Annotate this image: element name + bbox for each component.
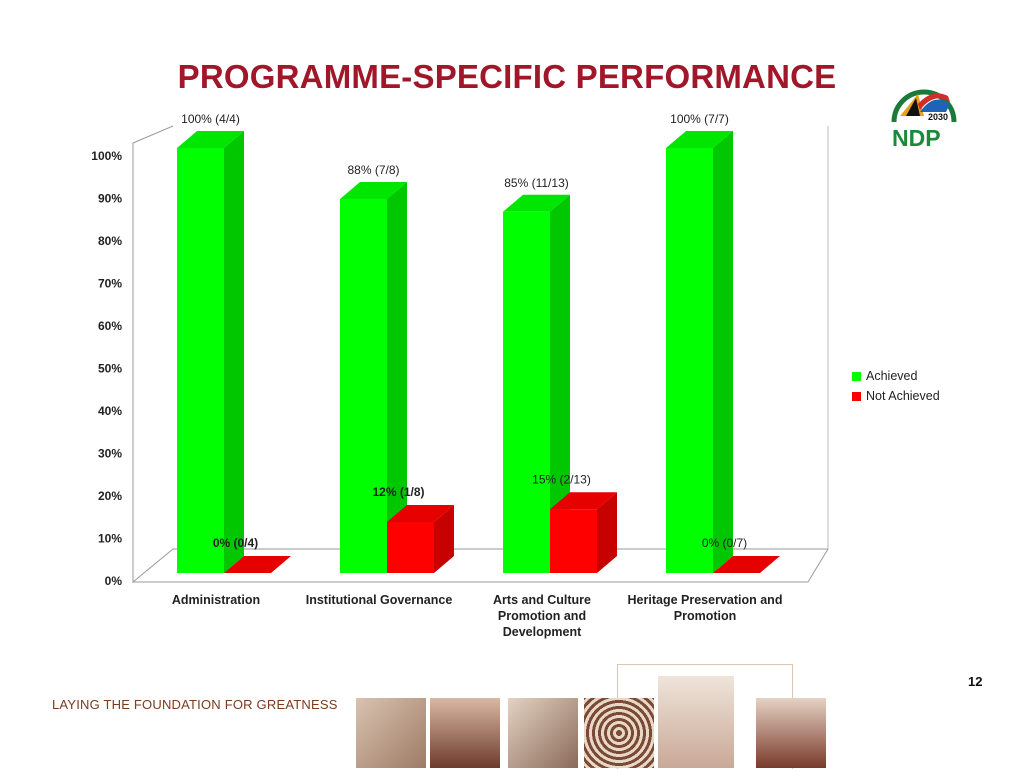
achieved-bar	[340, 199, 387, 573]
slide-title: PROGRAMME-SPECIFIC PERFORMANCE	[177, 58, 837, 95]
page-number: 12	[968, 674, 983, 689]
not-achieved-bar-top	[550, 492, 617, 510]
data-label: 0% (0/4)	[213, 536, 258, 550]
legend-swatch-achieved	[852, 371, 861, 381]
x-category-label: Development	[503, 625, 582, 639]
y-tick-label: 80%	[98, 234, 122, 248]
achieved-bar-top	[177, 131, 244, 148]
legend-item-not-achieved: Not Achieved	[852, 386, 940, 406]
y-tick-label: 20%	[98, 489, 122, 503]
y-tick-label: 40%	[98, 404, 122, 418]
not-achieved-bar-top	[224, 556, 291, 573]
y-tick-label: 90%	[98, 192, 122, 206]
footer-tagline: LAYING THE FOUNDATION FOR GREATNESS	[52, 697, 338, 712]
achieved-bar-side	[224, 131, 244, 573]
writing-hands-image	[356, 698, 426, 768]
not-achieved-bar	[550, 509, 597, 573]
legend-label-not-achieved: Not Achieved	[866, 389, 940, 403]
y-tick-label: 60%	[98, 319, 122, 333]
ballet-shoes-image	[658, 676, 734, 768]
not-achieved-bar	[387, 522, 434, 573]
logo-wordmark: NDP	[892, 125, 941, 151]
achieved-bar-side	[713, 131, 733, 573]
data-label: 88% (7/8)	[347, 163, 399, 177]
data-label: 100% (4/4)	[181, 112, 240, 126]
ndp-2030-logo: 2030 NDP	[891, 89, 957, 151]
chart-legend: Achieved Not Achieved	[852, 366, 940, 406]
x-category-label: Promotion and	[498, 609, 586, 623]
achieved-bar	[666, 148, 713, 573]
achieved-bar-top	[503, 194, 570, 212]
x-category-label: Promotion	[674, 609, 737, 623]
film-reel-image	[508, 698, 578, 768]
data-label: 0% (0/7)	[702, 536, 747, 550]
y-tick-label: 50%	[98, 362, 122, 376]
chart-back-wall	[132, 125, 174, 582]
data-label: 100% (7/7)	[670, 112, 729, 126]
x-category-label: Administration	[172, 593, 260, 607]
not-achieved-bar-side	[597, 492, 617, 573]
x-category-label: Arts and Culture	[493, 593, 591, 607]
saxophone-player-image	[756, 698, 826, 768]
achieved-bar	[177, 148, 224, 573]
y-tick-label: 100%	[91, 149, 122, 163]
achieved-bar-side	[387, 182, 407, 573]
achieved-bar-side	[550, 194, 570, 573]
y-tick-label: 0%	[105, 574, 123, 588]
y-tick-label: 30%	[98, 447, 122, 461]
family-silhouette-image	[430, 698, 500, 768]
legend-swatch-not-achieved	[852, 391, 861, 401]
y-tick-label: 10%	[98, 532, 122, 546]
not-achieved-bar-top	[387, 505, 454, 522]
bar-chart: 0% 10% 20% 30% 40% 50% 60% 70% 80% 90% 100% 100% (4…	[91, 112, 829, 639]
not-achieved-bar-top	[713, 556, 780, 573]
achieved-bar-top	[666, 131, 733, 148]
woven-basket-image	[584, 698, 654, 768]
achieved-bar-top	[340, 182, 407, 199]
data-label: 85% (11/13)	[504, 176, 568, 190]
logo-year: 2030	[928, 112, 948, 122]
achieved-bar	[503, 211, 550, 573]
legend-label-achieved: Achieved	[866, 369, 918, 383]
not-achieved-bar-side	[434, 505, 454, 573]
legend-item-achieved: Achieved	[852, 366, 940, 386]
data-label: 12% (1/8)	[372, 485, 424, 499]
x-category-label: Institutional Governance	[306, 593, 453, 607]
x-category-label: Heritage Preservation and	[628, 593, 783, 607]
data-label: 15% (2/13)	[532, 472, 591, 486]
y-tick-label: 70%	[98, 277, 122, 291]
